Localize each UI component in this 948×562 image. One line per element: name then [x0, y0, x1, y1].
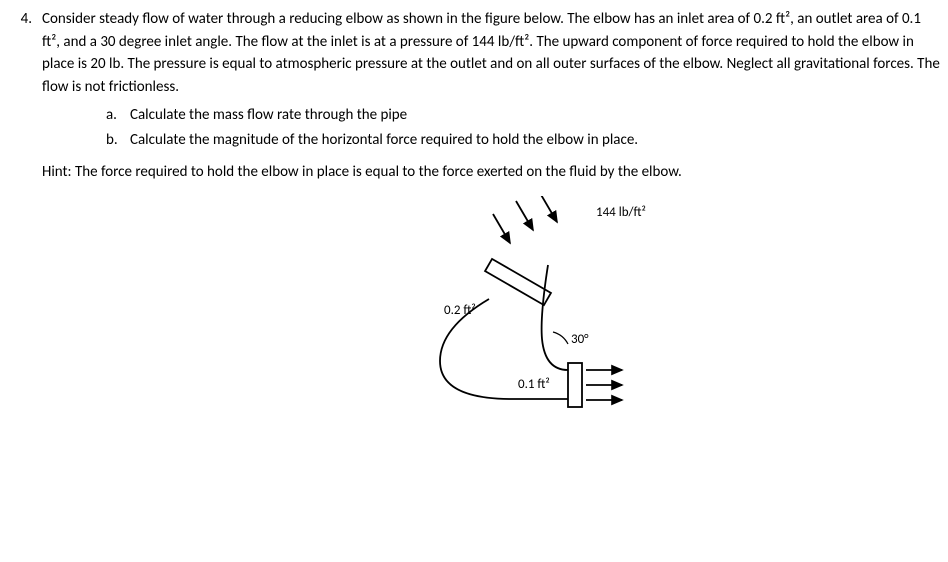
- angle-arc-icon: [553, 332, 568, 344]
- outlet-assembly: [568, 363, 622, 407]
- part-text: Calculate the magnitude of the horizonta…: [130, 129, 638, 152]
- outlet-area-label: 0.1 ft²: [518, 377, 550, 392]
- problem-part: a. Calculate the mass flow rate through …: [106, 104, 942, 127]
- elbow-diagram: 144 lb/ft² 0.2 ft² 30° 0.1 ft²: [392, 196, 712, 426]
- inlet-area-label: 0.2 ft²: [444, 303, 476, 318]
- part-letter: a.: [106, 104, 130, 127]
- angle-label: 30°: [571, 332, 589, 347]
- pressure-label: 144 lb/ft²: [596, 205, 646, 220]
- problem-body: Consider steady flow of water through a …: [42, 8, 942, 433]
- problem-number: 4.: [8, 8, 42, 433]
- part-text: Calculate the mass flow rate through the…: [130, 104, 407, 127]
- inlet-assembly: [485, 196, 557, 305]
- problem-hint: Hint: The force required to hold the elb…: [42, 161, 942, 184]
- problem-part: b. Calculate the magnitude of the horizo…: [106, 129, 942, 152]
- problem-intro: Consider steady flow of water through a …: [42, 8, 942, 98]
- problem-block: 4. Consider steady flow of water through…: [8, 8, 942, 433]
- part-letter: b.: [106, 129, 130, 152]
- problem-parts: a. Calculate the mass flow rate through …: [42, 104, 942, 151]
- figure: 144 lb/ft² 0.2 ft² 30° 0.1 ft²: [42, 190, 942, 434]
